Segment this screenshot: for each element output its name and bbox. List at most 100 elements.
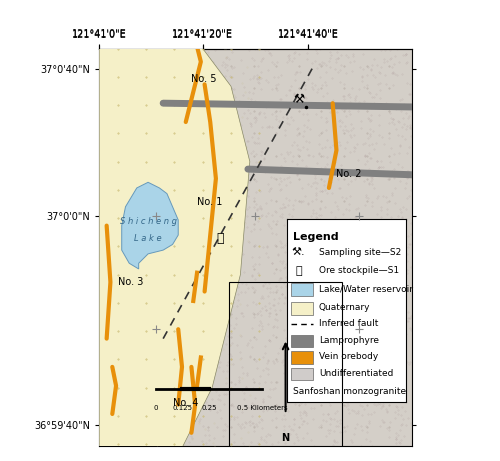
Point — [196, 359, 204, 366]
Point — [212, 449, 220, 456]
Point — [286, 236, 294, 244]
Point — [370, 255, 378, 262]
Point — [254, 206, 262, 213]
Point — [102, 392, 110, 400]
Point — [358, 402, 366, 409]
Point — [106, 275, 114, 283]
Point — [388, 69, 396, 76]
Point — [188, 347, 196, 354]
Point — [363, 250, 371, 257]
Point — [364, 63, 372, 70]
Point — [154, 410, 162, 417]
Point — [195, 256, 203, 264]
Point — [246, 122, 254, 130]
Point — [344, 406, 352, 413]
Point — [212, 79, 220, 86]
Point — [150, 296, 158, 303]
Point — [118, 58, 126, 65]
Point — [352, 258, 360, 265]
Point — [379, 192, 387, 199]
Point — [258, 416, 266, 423]
Text: 0.125: 0.125 — [172, 405, 192, 411]
Point — [396, 280, 404, 288]
Point — [159, 176, 167, 183]
Point — [316, 46, 324, 53]
Point — [116, 364, 124, 371]
Point — [332, 395, 340, 402]
Point — [162, 59, 170, 67]
Point — [164, 151, 172, 159]
Point — [115, 209, 123, 216]
Point — [386, 231, 394, 238]
Point — [363, 296, 371, 304]
Point — [301, 82, 309, 89]
Point — [268, 260, 276, 267]
Point — [106, 247, 114, 254]
Point — [108, 191, 116, 199]
Point — [136, 423, 144, 430]
Point — [239, 149, 247, 156]
Point — [236, 422, 244, 430]
Point — [224, 155, 232, 162]
Point — [308, 244, 316, 252]
Point — [118, 400, 126, 408]
Point — [300, 394, 308, 402]
Point — [388, 248, 396, 255]
Point — [306, 361, 314, 369]
Point — [123, 285, 131, 293]
Point — [348, 51, 356, 58]
Point — [320, 153, 328, 160]
Point — [366, 89, 374, 96]
Point — [173, 307, 181, 314]
Point — [304, 116, 312, 124]
Point — [339, 170, 347, 177]
Point — [200, 224, 208, 231]
Point — [184, 304, 192, 312]
Point — [142, 198, 150, 206]
Point — [374, 164, 382, 171]
Point — [341, 167, 349, 175]
Point — [294, 161, 302, 168]
Point — [223, 367, 231, 374]
Point — [239, 370, 247, 377]
Point — [170, 286, 178, 294]
Point — [284, 86, 292, 94]
Point — [344, 91, 352, 99]
Point — [214, 256, 222, 263]
Point — [146, 200, 154, 207]
Point — [113, 182, 121, 189]
Point — [125, 380, 133, 387]
Point — [360, 306, 368, 313]
Point — [181, 139, 189, 147]
Point — [290, 415, 298, 423]
Point — [384, 319, 392, 326]
Point — [315, 211, 323, 218]
Point — [174, 366, 182, 373]
Point — [139, 115, 147, 122]
Point — [396, 118, 404, 125]
Point — [408, 263, 416, 271]
Point — [390, 309, 398, 317]
Point — [98, 203, 106, 210]
Point — [134, 98, 142, 105]
Point — [142, 57, 150, 64]
Point — [370, 56, 378, 63]
Point — [314, 86, 322, 93]
Point — [132, 294, 140, 301]
Point — [138, 420, 146, 427]
Point — [326, 347, 334, 355]
Point — [224, 80, 232, 87]
Point — [185, 429, 193, 437]
Point — [258, 148, 266, 155]
Point — [220, 126, 228, 133]
Point — [302, 277, 310, 284]
Point — [196, 148, 204, 156]
Point — [298, 380, 306, 388]
Point — [144, 215, 152, 223]
Point — [266, 309, 274, 317]
Point — [116, 251, 124, 259]
Point — [144, 228, 152, 235]
Point — [392, 436, 400, 443]
Point — [136, 158, 143, 165]
Point — [336, 66, 344, 73]
